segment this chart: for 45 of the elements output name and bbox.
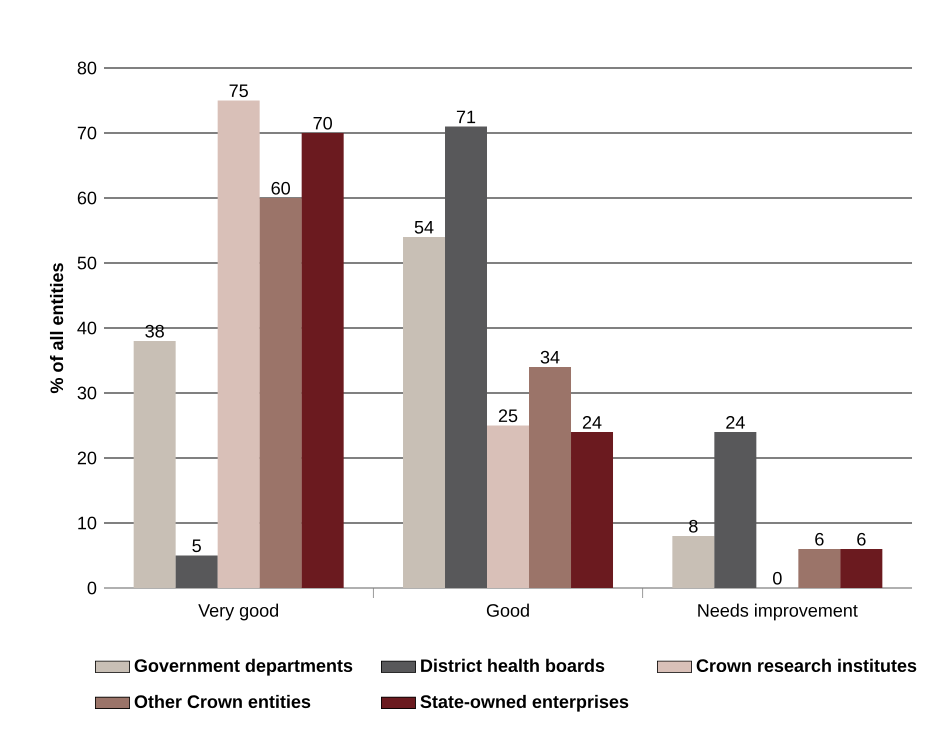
y-tick-label: 30 <box>78 386 96 400</box>
bar <box>176 556 218 588</box>
y-tick-label: 20 <box>78 452 96 464</box>
data-label: 24 <box>582 416 602 429</box>
data-label: 60 <box>272 182 290 195</box>
y-tick-label: 50 <box>78 256 96 270</box>
x-tick-label: Needs improvement <box>698 604 858 620</box>
y-tick-label: 80 <box>78 62 96 74</box>
data-label: 24 <box>726 416 745 429</box>
data-label: 6 <box>815 532 824 546</box>
y-tick-label: 70 <box>78 126 96 140</box>
bar <box>403 236 446 588</box>
data-label: 75 <box>230 84 248 98</box>
legend-label: Government departments <box>134 658 352 676</box>
data-label: 6 <box>857 532 866 546</box>
bar <box>134 341 176 588</box>
legend-label: District health boards <box>421 658 604 672</box>
bar <box>840 549 882 588</box>
y-tick-label: 40 <box>77 322 96 334</box>
legend-label: Other Crown entities <box>134 694 310 708</box>
data-label: 25 <box>498 409 518 422</box>
legend-label: Crown research institutes <box>696 658 916 672</box>
x-tick-label: Very good <box>198 604 278 620</box>
bar <box>260 198 302 588</box>
bar <box>672 536 714 588</box>
bar <box>302 132 344 588</box>
bar <box>798 549 840 588</box>
bar <box>218 100 260 588</box>
data-label: 5 <box>192 540 201 552</box>
y-tick-label: 0 <box>88 582 96 594</box>
data-label: 54 <box>414 221 434 234</box>
bar <box>487 426 530 588</box>
bar <box>571 432 614 588</box>
data-label: 71 <box>456 110 476 124</box>
data-label: 34 <box>540 350 560 364</box>
data-label: 0 <box>773 572 782 585</box>
data-label: 70 <box>314 116 332 130</box>
y-tick-label: 10 <box>78 516 96 530</box>
bar <box>529 367 572 588</box>
y-tick-label: 60 <box>78 192 96 204</box>
bar <box>445 126 488 588</box>
y-axis-title: % of all entities <box>50 263 64 394</box>
bar <box>714 432 756 588</box>
x-tick-label: Good <box>486 604 529 617</box>
legend-label: State-owned enterprises <box>420 694 628 712</box>
